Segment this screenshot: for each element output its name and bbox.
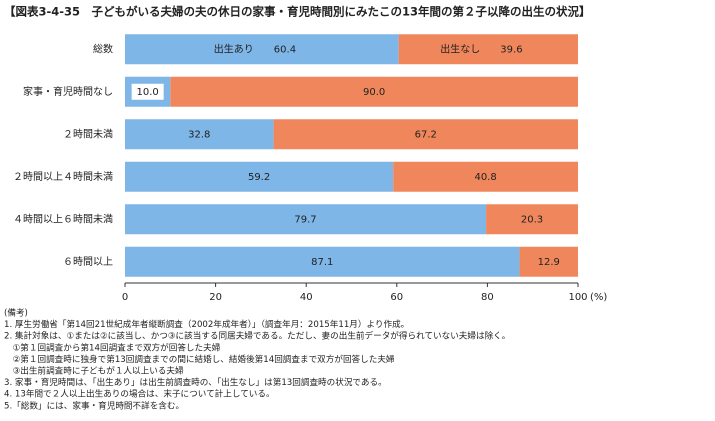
note: 1. 厚生労働省「第14回21世紀成年者縦断調査（2002年成年者）」（調査年月… xyxy=(4,318,409,330)
note: 3. 家事・育児時間は、「出生あり」は出生前調査時の、「出生なし」は第13回調査… xyxy=(4,376,387,388)
value-label: 59.2 xyxy=(248,172,270,183)
bar-segment xyxy=(170,76,579,107)
x-tick-label: 100 xyxy=(568,292,587,303)
note: 4. 13年間で２人以上出生ありの場合は、末子について計上している。 xyxy=(4,388,275,400)
note: 2. 集計対象は、①または②に該当し、かつ③に該当する同居夫婦である。ただし、妻… xyxy=(4,330,510,342)
note: ②第１回調査時に独身で第13回調査までの間に結婚し、結婚後第14回調査まで双方が… xyxy=(4,353,395,365)
y-tick-label: 家事・育児時間なし xyxy=(23,85,113,98)
value-label: 60.4 xyxy=(274,44,296,55)
bar-segment xyxy=(393,161,578,192)
x-tick-label: 20 xyxy=(209,292,222,303)
bar-segment xyxy=(273,119,578,150)
note: ③出生前調査時に子どもが１人以上いる夫婦 xyxy=(4,365,184,377)
bar-segment xyxy=(519,246,578,277)
x-axis-label: (%) xyxy=(590,292,607,303)
note: ①第１回調査から第14回調査まで双方が回答した夫婦 xyxy=(4,341,221,353)
bar-segment xyxy=(398,34,578,65)
value-label: 10.0 xyxy=(137,87,159,98)
bar-segment xyxy=(125,246,520,277)
chart-title: 【図表3-4-35 子どもがいる夫婦の夫の休日の家事・育児時間別にみたこの13年… xyxy=(4,5,591,19)
value-label: 87.1 xyxy=(311,257,333,268)
value-label: 39.6 xyxy=(500,44,522,55)
bar-segment xyxy=(125,119,274,150)
value-label: 67.2 xyxy=(415,129,437,140)
y-tick-label: ６時間以上 xyxy=(63,256,113,268)
bar-segment xyxy=(125,161,394,192)
x-tick-label: 80 xyxy=(481,292,494,303)
note: 5.「総数」には、家事・育児時間不詳を含む。 xyxy=(4,399,184,411)
bar-segment xyxy=(125,204,487,235)
legend-label: 出生なし xyxy=(440,42,480,55)
value-label: 40.8 xyxy=(474,172,496,183)
x-tick-label: 40 xyxy=(300,292,313,303)
note: (備考) xyxy=(4,307,28,319)
y-tick-label: ２時間以上４時間未満 xyxy=(13,171,113,183)
value-label: 79.7 xyxy=(294,214,316,225)
value-label: 20.3 xyxy=(521,214,543,225)
value-label: 90.0 xyxy=(363,87,385,98)
y-tick-label: ２時間未満 xyxy=(63,128,113,140)
y-tick-label: 総数 xyxy=(93,42,113,55)
legend-label: 出生あり xyxy=(214,42,254,55)
value-label: 12.9 xyxy=(538,257,560,268)
bar-segment xyxy=(125,34,399,65)
bar-segment xyxy=(486,204,578,235)
value-label: 32.8 xyxy=(188,129,210,140)
value-label-box xyxy=(131,83,164,100)
x-tick-label: 60 xyxy=(390,292,403,303)
y-tick-label: ４時間以上６時間未満 xyxy=(13,213,113,225)
x-tick-label: 0 xyxy=(122,292,128,303)
